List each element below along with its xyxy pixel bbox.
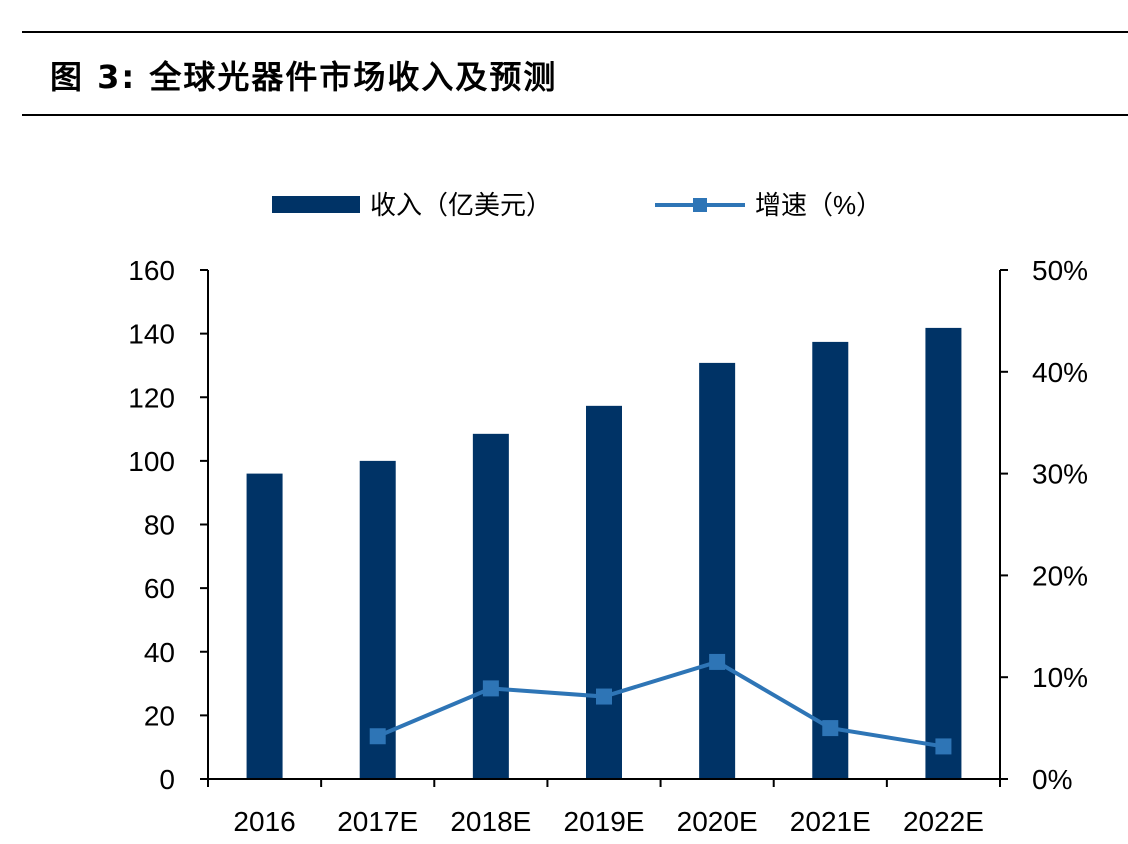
bar-2020E bbox=[699, 362, 736, 779]
bar-2019E bbox=[586, 405, 622, 779]
x-tick-label: 2022E bbox=[903, 806, 984, 837]
left-tick-label: 160 bbox=[128, 255, 175, 286]
right-tick-label: 40% bbox=[1032, 357, 1088, 388]
growth-line bbox=[376, 659, 944, 749]
bar-2021E bbox=[812, 341, 849, 779]
growth-point-2021E bbox=[822, 720, 839, 737]
x-tick-label: 2020E bbox=[677, 806, 758, 837]
bottom-rule bbox=[22, 114, 1128, 116]
right-tick-label: 30% bbox=[1032, 459, 1088, 490]
left-tick-label: 120 bbox=[128, 382, 175, 413]
right-tick-label: 20% bbox=[1032, 560, 1088, 591]
right-tick-label: 50% bbox=[1032, 255, 1088, 286]
bar-2016 bbox=[246, 473, 283, 779]
left-tick-label: 80 bbox=[144, 510, 175, 541]
right-tick-label: 10% bbox=[1032, 662, 1088, 693]
left-tick-label: 0 bbox=[159, 764, 175, 795]
x-tick-label: 2016 bbox=[233, 806, 295, 837]
growth-point-2022E bbox=[935, 738, 952, 755]
legend-line-marker bbox=[693, 198, 707, 212]
top-rule bbox=[22, 31, 1128, 33]
left-tick-label: 40 bbox=[144, 637, 175, 668]
growth-point-2020E bbox=[709, 653, 726, 670]
figure-title: 图 3: 全球光器件市场收入及预测 bbox=[50, 58, 558, 96]
left-tick-label: 140 bbox=[128, 319, 175, 350]
bar-2022E bbox=[925, 327, 962, 779]
bar-2018E bbox=[472, 433, 509, 779]
bar-2017E bbox=[359, 460, 396, 779]
growth-point-2019E bbox=[596, 688, 612, 705]
left-tick-label: 20 bbox=[144, 700, 175, 731]
growth-point-2018E bbox=[482, 680, 499, 697]
left-tick-label: 60 bbox=[144, 573, 175, 604]
legend: 收入（亿美元） 增速（%） bbox=[272, 190, 882, 220]
x-tick-label: 2018E bbox=[450, 806, 531, 837]
growth-point-2017E bbox=[369, 728, 386, 745]
right-tick-label: 0% bbox=[1032, 764, 1072, 795]
x-tick-label: 2021E bbox=[790, 806, 871, 837]
legend-bar-swatch bbox=[272, 196, 360, 213]
x-tick-label: 2019E bbox=[564, 806, 645, 837]
left-tick-label: 100 bbox=[128, 446, 175, 477]
legend-bar-label: 收入（亿美元） bbox=[370, 190, 552, 220]
x-tick-label: 2017E bbox=[337, 806, 418, 837]
legend-line-label: 增速（%） bbox=[755, 190, 882, 220]
